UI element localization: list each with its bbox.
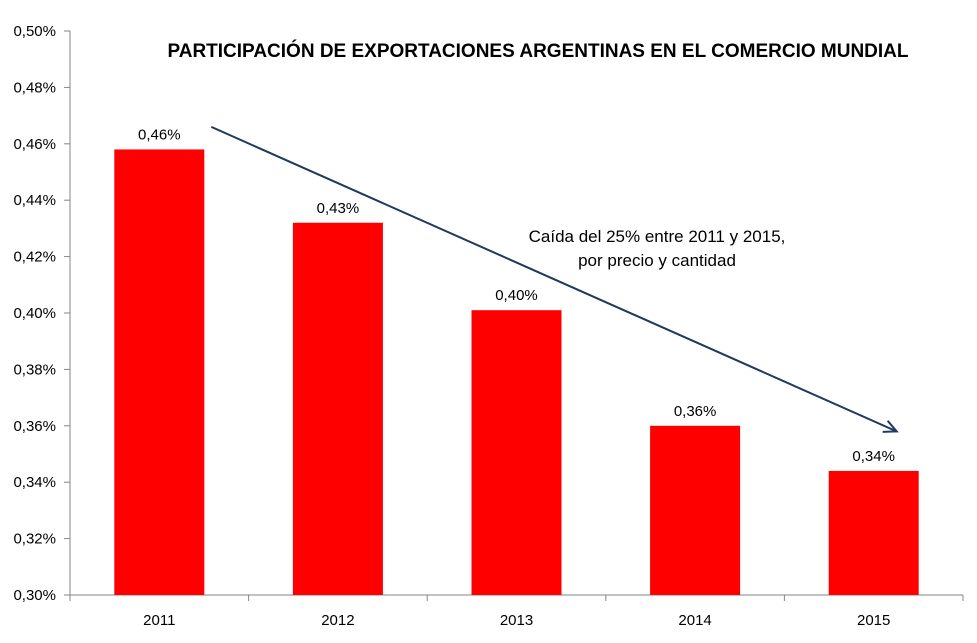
x-tick-label: 2011 <box>143 612 175 629</box>
y-tick-label: 0,36% <box>13 418 56 435</box>
bar-2012 <box>292 222 383 595</box>
data-label-2012: 0,43% <box>317 200 360 217</box>
y-tick-label: 0,40% <box>13 305 56 322</box>
bar-2013 <box>471 310 562 595</box>
data-label-2014: 0,36% <box>674 403 717 420</box>
bar-2011 <box>114 149 205 595</box>
y-tick-label: 0,30% <box>13 587 56 604</box>
trend-arrow-head <box>882 420 899 433</box>
x-tick-label: 2015 <box>857 612 890 629</box>
y-tick-label: 0,50% <box>13 23 56 40</box>
bar-2014 <box>650 425 741 595</box>
annotation-text-line: por precio y cantidad <box>578 251 736 270</box>
trend-arrow-line <box>210 125 898 433</box>
x-tick-label: 2012 <box>321 612 354 629</box>
bars-group <box>114 149 919 595</box>
y-tick-label: 0,38% <box>13 361 56 378</box>
annotation-group: Caída del 25% entre 2011 y 2015, por prec… <box>210 125 899 433</box>
y-tick-label: 0,42% <box>13 249 56 266</box>
data-label-2013: 0,40% <box>495 287 538 304</box>
y-tick-label: 0,34% <box>13 474 56 491</box>
y-tick-label: 0,32% <box>13 531 56 548</box>
x-tick-label: 2014 <box>678 612 711 629</box>
y-tick-label: 0,46% <box>13 136 56 153</box>
data-labels-group: 0,46% 0,43% 0,40% 0,36% 0,34% <box>138 126 895 464</box>
data-label-2011: 0,46% <box>138 126 181 143</box>
y-tick-label: 0,44% <box>13 192 56 209</box>
bar-2015 <box>828 470 919 595</box>
x-tick-label: 2013 <box>500 612 533 629</box>
data-label-2015: 0,34% <box>852 448 895 465</box>
annotation-text-line: Caída del 25% entre 2011 y 2015, <box>529 227 786 246</box>
chart-title: PARTICIPACIÓN DE EXPORTACIONES ARGENTINA… <box>167 40 908 62</box>
y-tick-label: 0,48% <box>13 79 56 96</box>
axes-group: 0,30% 0,32% 0,34% 0,36% 0,38% 0,40% 0,42% 0,44%… <box>13 23 964 629</box>
